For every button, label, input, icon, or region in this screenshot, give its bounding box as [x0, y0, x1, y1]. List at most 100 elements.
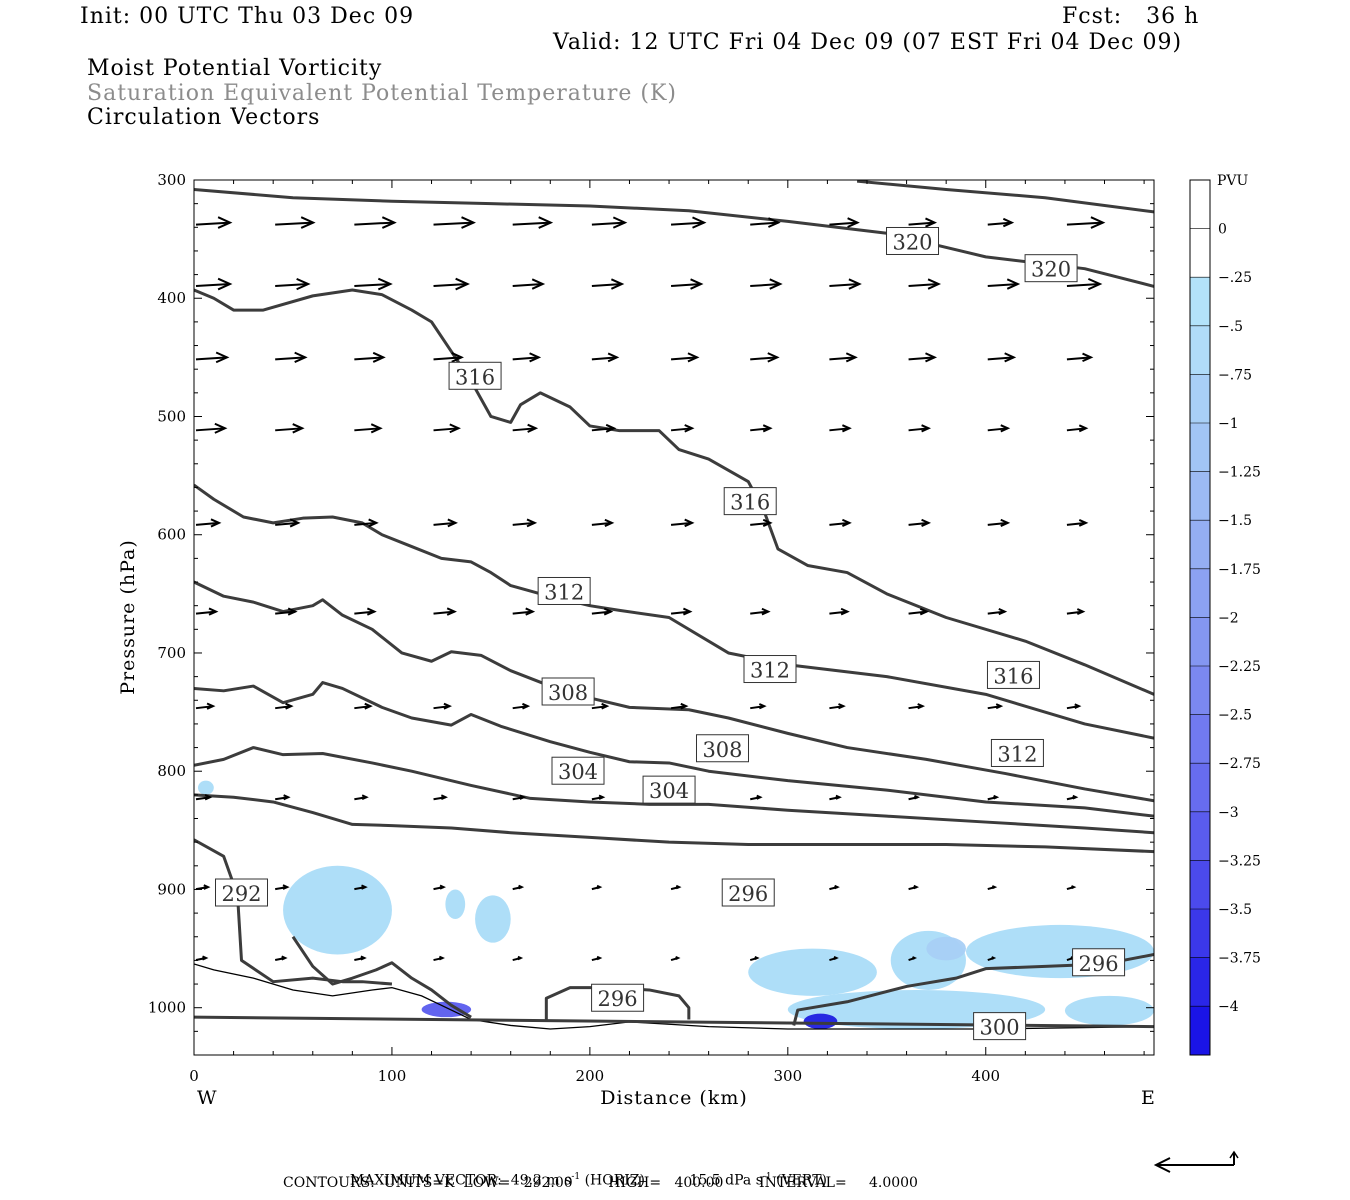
vector-arrow-head	[1000, 424, 1011, 433]
field-title-vectors: Circulation Vectors	[87, 105, 321, 130]
vector-arrow-head	[296, 277, 311, 291]
vector-arrow-head	[366, 607, 377, 616]
vector-arrow-shaft	[908, 427, 929, 432]
vector-arrow-shaft	[195, 356, 228, 361]
vector-arrow-head	[461, 216, 476, 229]
vector-arrow-head	[215, 351, 230, 364]
pv-region	[1064, 995, 1154, 1026]
colorbar-swatch	[1190, 520, 1210, 570]
vector-arrow-head	[835, 794, 842, 800]
pv-region	[197, 780, 214, 795]
vector-arrow-shaft	[195, 221, 231, 226]
vector-arrow-shaft	[354, 610, 375, 615]
vector-arrow-head	[214, 422, 228, 434]
vector-arrow-shaft	[591, 221, 625, 226]
contour-label-box	[986, 660, 1040, 689]
vector-arrow-head	[925, 217, 938, 228]
pv-region	[475, 895, 511, 943]
contour-label-300: 300	[980, 1016, 1020, 1040]
vector-arrow-head	[361, 794, 369, 801]
vector-arrow-head	[841, 518, 852, 527]
forecast-hour: Fcst: 36 h	[1062, 4, 1200, 29]
vector-arrow-shaft	[1066, 221, 1103, 226]
colorbar-label: −2	[1218, 610, 1239, 626]
vector-arrow-head	[519, 794, 527, 800]
vector-arrow-head	[208, 607, 219, 616]
contour-label-box	[973, 1012, 1027, 1041]
vector-arrow-shaft	[750, 521, 771, 526]
contour-label-316: 316	[730, 491, 770, 515]
vector-arrow-head	[1074, 703, 1082, 709]
init-time: Init: 00 UTC Thu 03 Dec 09	[80, 4, 415, 29]
vector-arrow-head	[684, 424, 695, 433]
colorbar-label: −2.5	[1218, 708, 1252, 724]
vector-arrow-shaft	[591, 356, 617, 361]
vector-arrow-shaft	[433, 283, 468, 288]
vector-arrow-head	[847, 217, 860, 228]
colorbar-swatch	[1190, 228, 1210, 278]
vector-arrow-head	[518, 884, 525, 890]
colorbar-label: −1.75	[1218, 562, 1261, 578]
contour-label-312: 312	[750, 659, 790, 683]
contour-labels: 316 320 320 316 312 312 316 308 308 304 304 312 292 2…	[215, 226, 1126, 1041]
vector-arrow-head	[364, 702, 373, 710]
vector-arrow-head	[914, 794, 921, 800]
colorbar-label: −.5	[1218, 319, 1243, 335]
vector-arrow-shaft	[512, 221, 551, 226]
vector-arrow-shaft	[512, 427, 536, 432]
contour-label-320: 320	[1031, 258, 1071, 282]
contour-label-box	[591, 983, 645, 1012]
y-tick-label: 300	[157, 171, 186, 189]
contour-label-box	[1024, 254, 1078, 283]
colorbar-label: −2.75	[1218, 756, 1261, 772]
vector-arrow-head	[281, 955, 288, 961]
vector-arrow-shaft	[354, 521, 377, 526]
pv-shading-layer	[197, 780, 1154, 1029]
vector-arrow-head	[206, 702, 216, 710]
terrain-line	[194, 963, 1154, 1030]
vector-arrow-head	[1072, 794, 1079, 800]
theta-es-contour-292	[194, 838, 393, 986]
vector-arrow-head	[370, 423, 383, 434]
vector-arrow-head	[756, 794, 763, 800]
y-tick-label: 1000	[148, 999, 186, 1017]
vector-arrow-shaft	[433, 221, 474, 226]
vector-arrow-head	[754, 956, 760, 961]
vector-arrow-head	[217, 277, 233, 291]
vector-arrow-head	[1076, 608, 1086, 616]
vector-arrow-shaft	[591, 521, 612, 526]
reference-vector	[1153, 1150, 1239, 1173]
contour-label-box	[215, 878, 269, 907]
vector-arrow-shaft	[433, 521, 456, 526]
contour-label-312: 312	[544, 580, 584, 604]
contour-label-box	[886, 226, 940, 255]
y-tick-label: 900	[157, 880, 186, 898]
vector-arrow-head	[762, 518, 773, 527]
vector-arrow-shaft	[829, 283, 860, 288]
vector-arrow-shaft	[275, 221, 314, 226]
vector-arrow-shaft	[750, 427, 771, 432]
vector-arrow-head	[522, 702, 531, 710]
vector-arrow-head	[202, 955, 209, 961]
contour-label-box	[743, 655, 797, 684]
vector-arrow-head	[991, 885, 998, 890]
vector-arrow-shaft	[195, 283, 231, 288]
vector-arrow-shaft	[829, 221, 858, 226]
vector-arrow-head	[440, 794, 448, 801]
theta-es-contour-320	[194, 187, 1154, 288]
vector-arrow-head	[285, 702, 294, 710]
vector-arrow-head	[204, 794, 213, 801]
vector-arrow-head	[845, 352, 858, 363]
vector-arrow-head	[921, 518, 932, 527]
contour-label-box	[642, 775, 696, 804]
west-label: W	[197, 1087, 218, 1109]
vector-arrow-shaft	[670, 283, 702, 288]
colorbar-swatch	[1190, 423, 1210, 473]
vector-arrow-head	[282, 884, 290, 890]
contour-label-box	[541, 677, 595, 706]
theta-es-contour-296	[194, 793, 1154, 854]
vector-arrow-head	[607, 352, 620, 363]
vector-arrow-head	[372, 351, 386, 363]
x-tick-label: 100	[378, 1067, 407, 1085]
